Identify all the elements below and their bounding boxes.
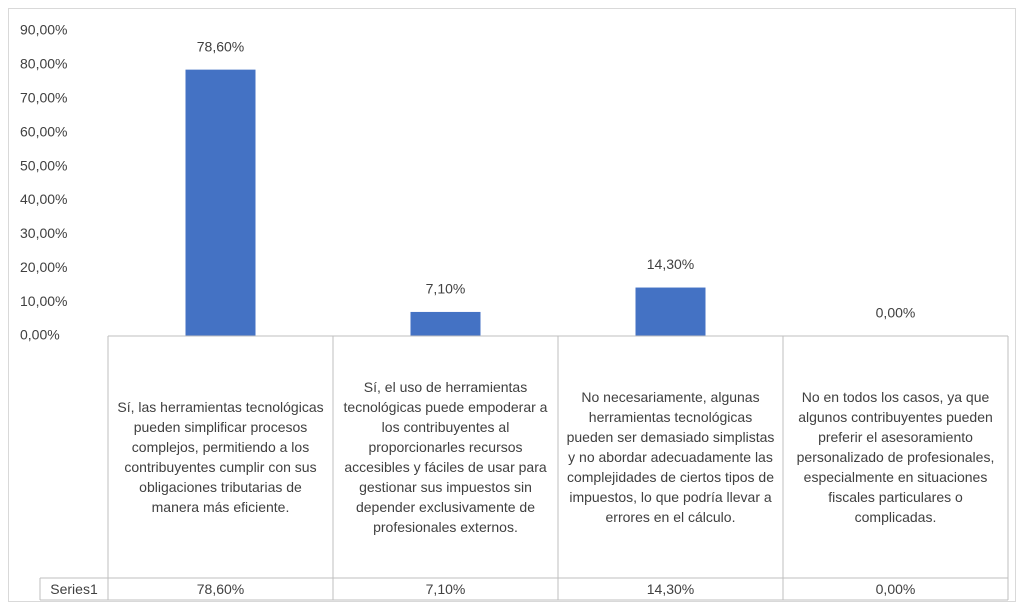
- y-tick-label: 50,00%: [20, 157, 67, 173]
- y-tick-label: 30,00%: [20, 225, 67, 241]
- table-value: 78,60%: [196, 581, 245, 597]
- data-label: 78,60%: [197, 38, 244, 54]
- category-label: Sí, el uso de herramientas tecnológicas …: [343, 379, 548, 535]
- bar: [410, 311, 481, 336]
- data-label: 14,30%: [647, 256, 694, 272]
- table-series-name: Series1: [50, 581, 98, 597]
- table-value: 7,10%: [425, 581, 466, 597]
- category-label: No necesariamente, algunas herramientas …: [566, 389, 775, 525]
- y-tick-label: 40,00%: [20, 191, 67, 207]
- data-label: 0,00%: [876, 305, 916, 321]
- y-tick-label: 90,00%: [20, 22, 67, 38]
- y-tick-label: 20,00%: [20, 259, 67, 275]
- category-label: No en todos los casos, ya que algunos co…: [796, 389, 995, 525]
- table-value: 0,00%: [875, 581, 916, 597]
- chart-border: [8, 8, 1016, 602]
- y-tick-label: 70,00%: [20, 89, 67, 105]
- category-label: Sí, las herramientas tecnológicas pueden…: [117, 399, 324, 515]
- y-tick-label: 0,00%: [20, 327, 60, 343]
- bar: [185, 69, 256, 336]
- data-label: 7,10%: [426, 281, 466, 297]
- y-tick-label: 80,00%: [20, 56, 67, 72]
- y-tick-label: 60,00%: [20, 123, 67, 139]
- bar: [635, 287, 706, 336]
- y-tick-label: 10,00%: [20, 293, 67, 309]
- table-value: 14,30%: [646, 581, 695, 597]
